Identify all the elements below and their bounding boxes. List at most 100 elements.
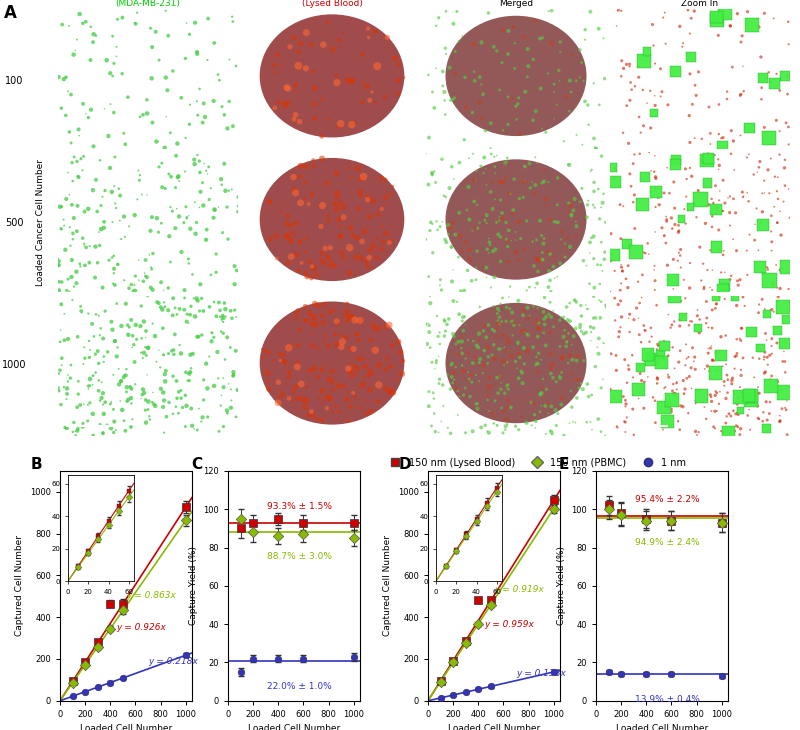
Point: [106, 186, 118, 198]
Point: [366, 240, 379, 252]
Point: [158, 182, 171, 194]
Point: [532, 366, 545, 378]
Point: [758, 354, 770, 366]
Point: [66, 157, 78, 169]
Point: [644, 85, 657, 96]
Point: [622, 360, 634, 372]
Point: [635, 292, 648, 304]
Point: [370, 346, 383, 358]
Point: [778, 162, 791, 174]
Point: [678, 204, 690, 215]
Text: y = 0.959x: y = 0.959x: [485, 620, 534, 629]
Point: [444, 383, 457, 395]
Point: [582, 195, 594, 207]
Point: [427, 393, 440, 404]
Point: [351, 163, 364, 174]
Point: [486, 323, 498, 335]
Point: [649, 58, 662, 69]
Point: [511, 337, 524, 348]
Point: [189, 17, 202, 28]
Point: [707, 355, 720, 366]
Point: [66, 677, 79, 688]
Point: [750, 258, 762, 269]
Point: [234, 666, 247, 678]
Point: [332, 214, 345, 226]
Point: [212, 201, 225, 213]
Point: [226, 16, 239, 28]
Point: [698, 401, 711, 412]
Point: [158, 394, 170, 406]
Point: [468, 196, 481, 207]
Point: [358, 353, 371, 365]
Point: [137, 384, 150, 396]
Point: [198, 374, 210, 385]
Point: [425, 217, 438, 228]
Point: [198, 158, 210, 169]
Point: [478, 215, 491, 226]
Point: [770, 68, 783, 80]
Point: [574, 196, 586, 207]
Point: [424, 342, 437, 353]
Point: [594, 278, 606, 290]
Point: [479, 125, 492, 137]
Point: [54, 324, 67, 336]
Point: [436, 80, 449, 92]
Point: [120, 364, 133, 375]
Point: [690, 395, 702, 407]
Point: [683, 68, 696, 80]
Point: [680, 191, 693, 202]
Point: [422, 385, 435, 397]
Point: [498, 406, 510, 418]
Point: [470, 369, 482, 381]
Point: [479, 420, 492, 431]
Point: [714, 266, 727, 278]
Text: 200 μm: 200 μm: [618, 413, 650, 422]
Point: [721, 369, 734, 381]
Point: [626, 350, 638, 361]
Point: [446, 161, 458, 172]
Point: [756, 415, 769, 427]
Point: [758, 7, 770, 19]
Point: [554, 234, 567, 245]
Point: [212, 69, 225, 80]
Point: [438, 190, 450, 201]
Point: [768, 77, 781, 89]
Point: [129, 285, 142, 296]
Point: [561, 336, 574, 347]
Point: [741, 6, 754, 18]
Point: [74, 258, 86, 269]
Point: [188, 158, 201, 170]
Point: [490, 150, 503, 161]
Point: [654, 91, 667, 102]
Point: [333, 220, 346, 232]
Point: [492, 387, 505, 399]
Point: [87, 331, 100, 342]
Point: [470, 339, 483, 351]
Point: [624, 77, 637, 88]
Point: [547, 503, 560, 515]
Point: [730, 207, 742, 219]
Point: [632, 384, 645, 396]
Point: [473, 334, 486, 346]
Point: [424, 297, 437, 309]
Point: [446, 347, 459, 358]
Point: [655, 86, 668, 98]
Point: [662, 341, 675, 353]
Point: [763, 408, 776, 420]
Point: [284, 220, 297, 231]
Point: [259, 345, 272, 356]
Point: [482, 394, 494, 406]
Point: [765, 380, 778, 392]
Point: [563, 417, 576, 429]
Point: [61, 388, 74, 400]
Point: [109, 279, 122, 291]
Point: [496, 342, 509, 354]
Point: [660, 214, 673, 226]
Point: [636, 199, 649, 210]
Point: [691, 322, 704, 334]
Point: [308, 261, 321, 273]
Point: [146, 284, 159, 296]
Point: [203, 350, 216, 362]
Point: [322, 210, 334, 221]
Point: [485, 177, 498, 188]
